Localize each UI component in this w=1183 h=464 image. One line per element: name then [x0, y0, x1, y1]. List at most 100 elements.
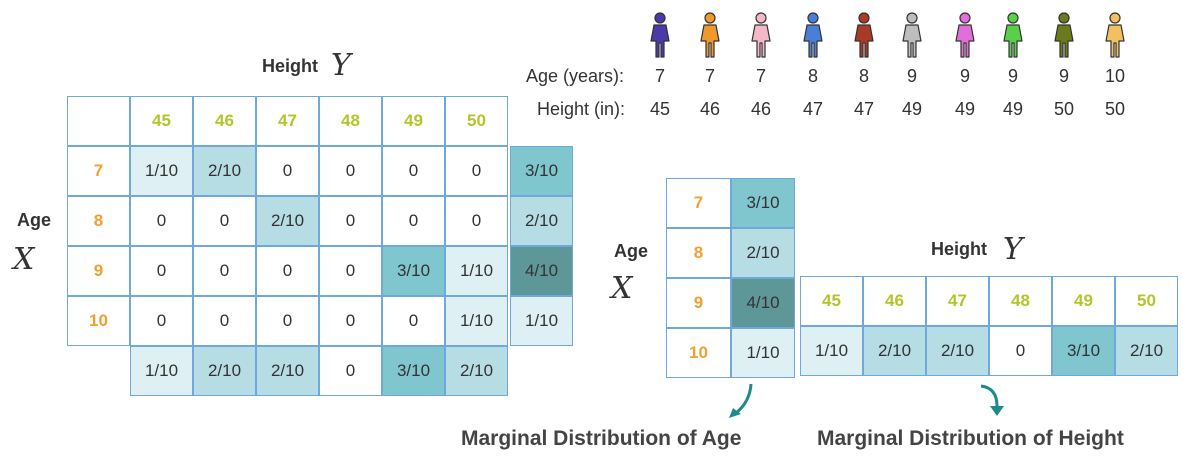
joint-height-header: 48 — [319, 96, 382, 146]
joint-col-marginal: 0 — [319, 346, 382, 396]
height-marginal-caption: Marginal Distribution of Height — [817, 427, 1124, 450]
joint-height-header: 50 — [445, 96, 508, 146]
joint-height-header: 47 — [256, 96, 319, 146]
joint-cell: 0 — [382, 196, 445, 246]
seq-height-value: 49 — [901, 99, 923, 119]
age-marginal-caption: Marginal Distribution of Age — [461, 427, 742, 450]
joint-cell: 2/10 — [256, 196, 319, 246]
seq-height-value: 47 — [853, 99, 875, 119]
joint-cell: 0 — [193, 296, 256, 346]
joint-cell: 1/10 — [445, 296, 508, 346]
seq-age-value: 8 — [858, 66, 869, 86]
joint-height-var: Y — [331, 48, 351, 83]
person-icon — [1003, 12, 1023, 58]
age-marginal-value: 3/10 — [731, 178, 795, 228]
age-marginal-age: 9 — [666, 278, 731, 328]
seq-height-value: 46 — [699, 99, 721, 119]
height-marginal-label: Height — [931, 239, 987, 259]
joint-cell: 0 — [256, 296, 319, 346]
joint-col-marginal: 2/10 — [193, 346, 256, 396]
seq-age-label: Age (years): — [526, 66, 625, 86]
age-marginal-age: 7 — [666, 178, 731, 228]
height-marginal-height: 48 — [989, 276, 1052, 326]
joint-cell: 0 — [319, 196, 382, 246]
joint-cell: 0 — [193, 246, 256, 296]
person-icon — [902, 12, 922, 58]
height-marginal-height: 50 — [1115, 276, 1178, 326]
joint-cell: 0 — [130, 196, 193, 246]
person-icon — [650, 12, 670, 58]
joint-cell: 0 — [382, 146, 445, 196]
joint-cell: 0 — [319, 296, 382, 346]
seq-height-value: 47 — [802, 99, 824, 119]
age-marginal-age: 8 — [666, 228, 731, 278]
seq-height-value: 49 — [1002, 99, 1024, 119]
person-icon — [751, 12, 771, 58]
seq-height-value: 46 — [750, 99, 772, 119]
joint-age-header: 7 — [67, 146, 130, 196]
age-marginal-value: 2/10 — [731, 228, 795, 278]
joint-height-header: 46 — [193, 96, 256, 146]
joint-cell: 0 — [445, 146, 508, 196]
height-marginal-height: 49 — [1052, 276, 1115, 326]
joint-cell: 1/10 — [130, 146, 193, 196]
height-marginal-value: 0 — [989, 326, 1052, 376]
joint-row-marginal: 2/10 — [510, 196, 573, 246]
joint-age-header: 9 — [67, 246, 130, 296]
seq-age-value: 9 — [959, 66, 970, 86]
joint-cell: 1/10 — [445, 246, 508, 296]
joint-cell: 0 — [382, 296, 445, 346]
joint-cell: 0 — [130, 296, 193, 346]
seq-height-value: 50 — [1104, 99, 1126, 119]
age-marginal-age: 10 — [666, 328, 731, 378]
age-marginal-value: 4/10 — [731, 278, 795, 328]
person-icon — [803, 12, 823, 58]
joint-cell: 0 — [193, 196, 256, 246]
height-marginal-height: 47 — [926, 276, 989, 326]
age-marginal-var: X — [611, 271, 633, 306]
seq-age-value: 7 — [704, 66, 715, 86]
joint-cell: 3/10 — [382, 246, 445, 296]
joint-age-header: 10 — [67, 296, 130, 346]
joint-height-header: 49 — [382, 96, 445, 146]
joint-row-marginal: 3/10 — [510, 146, 573, 196]
height-marginal-value: 2/10 — [926, 326, 989, 376]
height-marginal-value: 3/10 — [1052, 326, 1115, 376]
joint-cell: 0 — [256, 246, 319, 296]
age-arrow-icon — [729, 383, 753, 418]
height-marginal-height: 46 — [863, 276, 926, 326]
person-icon — [1105, 12, 1125, 58]
height-marginal-value: 2/10 — [863, 326, 926, 376]
joint-col-marginal: 3/10 — [382, 346, 445, 396]
joint-height-label: Height — [262, 56, 318, 76]
seq-height-value: 45 — [649, 99, 671, 119]
height-marginal-var: Y — [1003, 232, 1023, 267]
joint-col-marginal: 2/10 — [256, 346, 319, 396]
joint-age-label: Age — [17, 210, 52, 230]
age-marginal-label: Age — [614, 241, 649, 261]
joint-row-marginal: 1/10 — [510, 296, 573, 346]
joint-col-marginal: 1/10 — [130, 346, 193, 396]
joint-age-header: 8 — [67, 196, 130, 246]
height-arrow-icon — [980, 384, 1004, 416]
age-marginal-value: 1/10 — [731, 328, 795, 378]
seq-height-value: 50 — [1053, 99, 1075, 119]
joint-cell: 0 — [445, 196, 508, 246]
seq-age-value: 8 — [807, 66, 818, 86]
joint-col-marginal: 2/10 — [445, 346, 508, 396]
joint-cell: 0 — [256, 146, 319, 196]
person-icon — [854, 12, 874, 58]
joint-age-var: X — [13, 242, 35, 277]
joint-cell: 0 — [319, 146, 382, 196]
seq-age-value: 7 — [755, 66, 766, 86]
seq-age-value: 7 — [654, 66, 665, 86]
seq-height-label: Height (in): — [537, 99, 626, 119]
person-icon — [955, 12, 975, 58]
seq-age-value: 9 — [906, 66, 917, 86]
joint-row-marginal: 4/10 — [510, 246, 573, 296]
joint-height-header: 45 — [130, 96, 193, 146]
joint-cell: 2/10 — [193, 146, 256, 196]
height-marginal-value: 1/10 — [800, 326, 863, 376]
height-marginal-height: 45 — [800, 276, 863, 326]
joint-cell: 0 — [319, 246, 382, 296]
